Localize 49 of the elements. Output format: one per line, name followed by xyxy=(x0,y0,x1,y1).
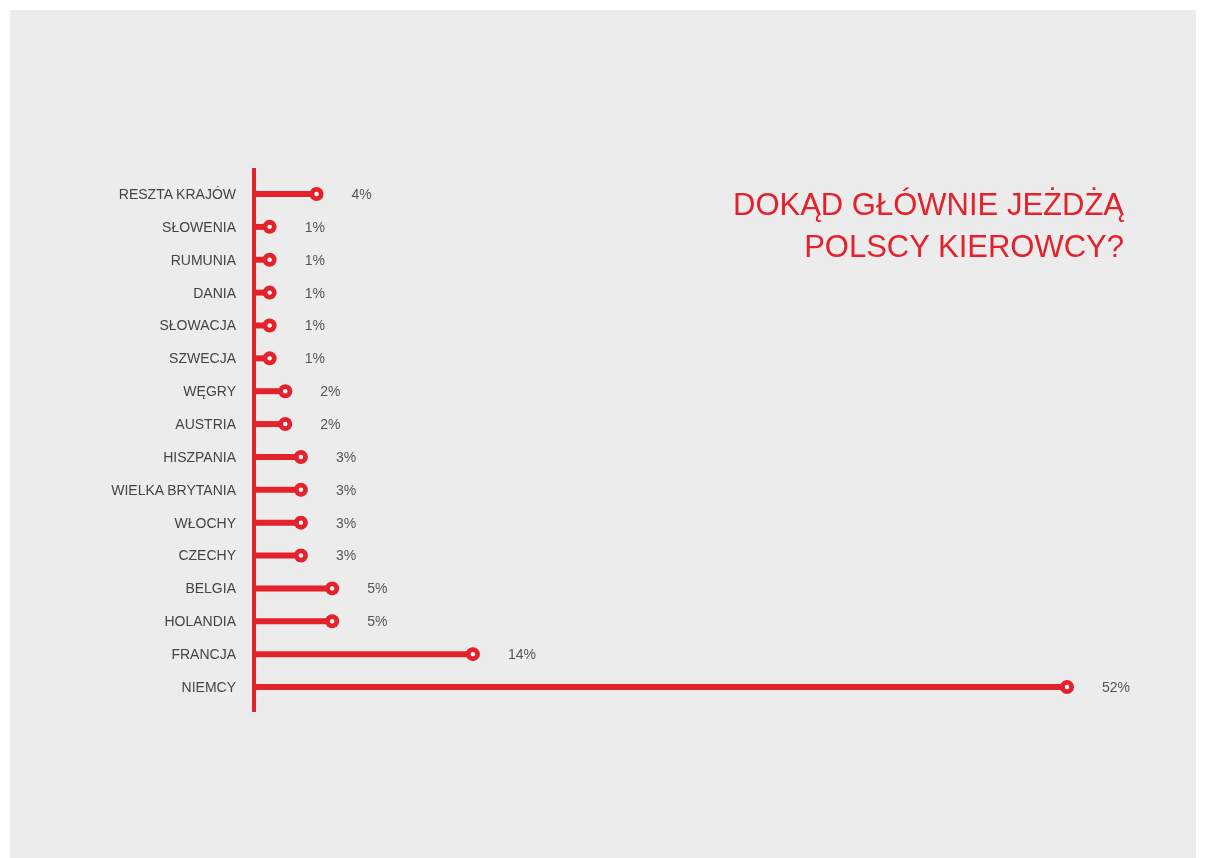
data-label: 5% xyxy=(367,580,388,597)
point xyxy=(325,614,340,629)
point xyxy=(293,482,308,497)
data-label: 1% xyxy=(304,350,325,367)
point xyxy=(293,449,308,464)
data-label: 52% xyxy=(1102,678,1131,695)
point xyxy=(293,515,308,530)
y-tick-label: SZWECJA xyxy=(169,350,237,367)
y-tick-label: WŁOCHY xyxy=(174,514,237,531)
point xyxy=(262,318,277,333)
point xyxy=(293,548,308,563)
y-tick-label: NIEMCY xyxy=(181,678,237,695)
y-tick-label: FRANCJA xyxy=(171,646,237,663)
data-label: 1% xyxy=(304,218,325,235)
data-label: 3% xyxy=(335,547,357,564)
data-label: 3% xyxy=(335,481,357,498)
y-tick-label: HOLANDIA xyxy=(164,613,237,630)
y-tick-label: BELGIA xyxy=(185,580,237,597)
point xyxy=(278,417,293,432)
data-label: 2% xyxy=(320,415,341,432)
data-label: 1% xyxy=(304,284,325,301)
point xyxy=(262,285,277,300)
data-label: 3% xyxy=(335,448,357,465)
point xyxy=(262,252,277,267)
point xyxy=(309,187,324,201)
data-label: 14% xyxy=(507,646,536,663)
point xyxy=(325,581,340,596)
data-label: 1% xyxy=(304,251,325,268)
y-tick-label: RESZTA KRAJÓW xyxy=(118,185,237,202)
point xyxy=(465,647,480,662)
data-label: 4% xyxy=(351,185,372,202)
point xyxy=(262,219,277,234)
y-tick-label: CZECHY xyxy=(178,547,237,564)
y-tick-label: RUMUNIA xyxy=(170,251,237,268)
point xyxy=(262,351,277,366)
text: DOKĄD GŁÓWNIE JEŻDŻĄ POLSCY KIEROWCY? xyxy=(733,187,1125,264)
y-tick-label: WIELKA BRYTANIA xyxy=(111,481,237,498)
data-label: 1% xyxy=(304,317,325,334)
y-tick-label: AUSTRIA xyxy=(175,415,237,432)
point xyxy=(1060,680,1074,694)
y-tick-label: HISZPANIA xyxy=(163,448,237,465)
data-label: 5% xyxy=(367,613,388,630)
point xyxy=(278,384,293,399)
y-tick-label: DANIA xyxy=(193,284,237,301)
y-tick-label: WĘGRY xyxy=(183,383,237,400)
y-tick-label: SŁOWACJA xyxy=(159,317,237,334)
y-tick-label: SŁOWENIA xyxy=(162,218,237,235)
data-label: 3% xyxy=(335,514,357,531)
data-label: 2% xyxy=(320,383,341,400)
